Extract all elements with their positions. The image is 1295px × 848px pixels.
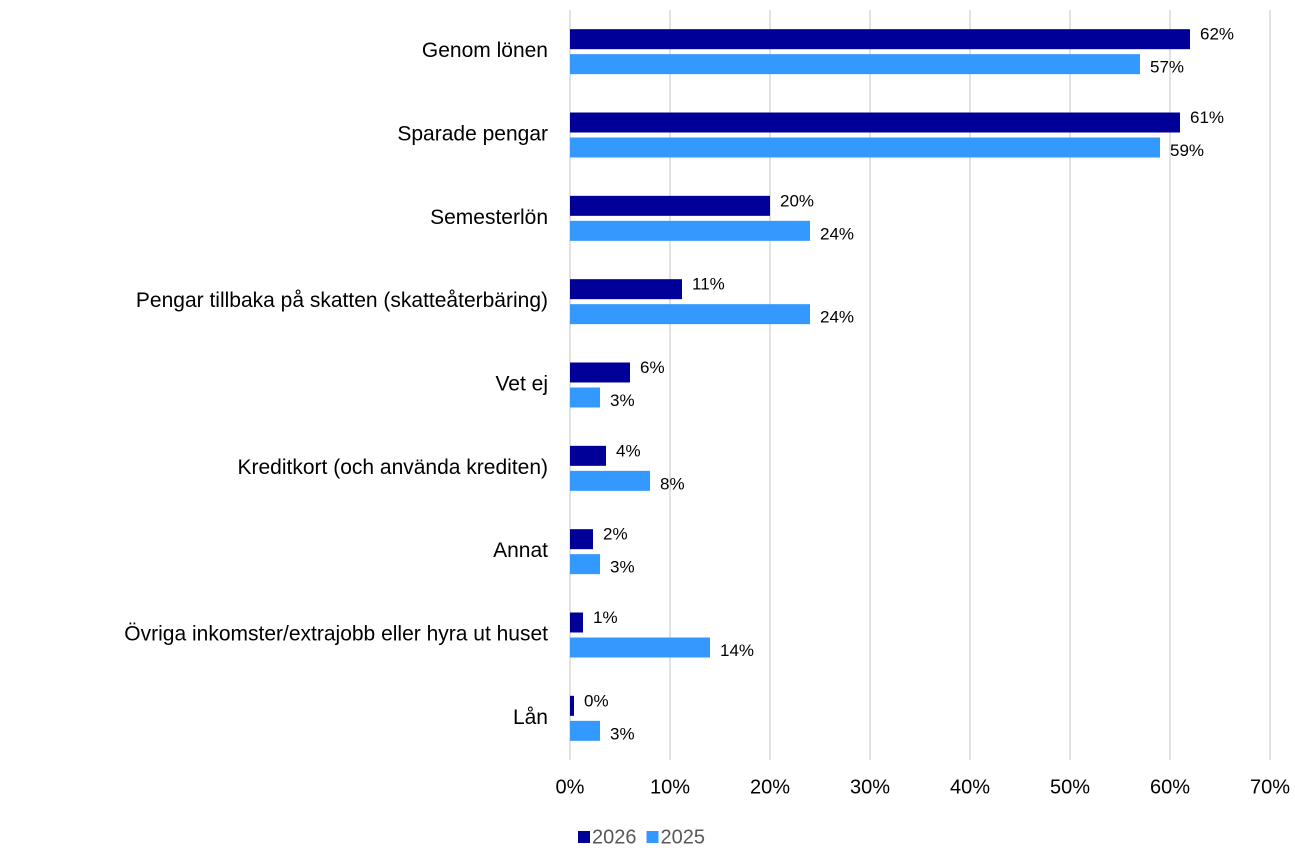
category-label: Annat xyxy=(493,539,548,562)
data-label: 6% xyxy=(640,358,665,377)
bar xyxy=(570,695,574,716)
x-tick-label: 20% xyxy=(750,776,790,798)
bar xyxy=(570,304,810,325)
legend-label: 2025 xyxy=(661,826,706,848)
legend-swatch xyxy=(646,831,659,843)
legend-label: 2026 xyxy=(592,826,637,848)
category-label: Semesterlön xyxy=(430,206,548,229)
data-label: 0% xyxy=(584,691,609,710)
category-label: Vet ej xyxy=(495,373,548,396)
bar xyxy=(570,637,710,658)
data-label: 4% xyxy=(616,441,641,460)
category-label: Genom lönen xyxy=(422,39,548,62)
data-label: 57% xyxy=(1150,58,1184,77)
data-label: 14% xyxy=(720,641,754,660)
bar xyxy=(570,220,810,241)
data-label: 20% xyxy=(780,191,814,210)
x-tick-label: 50% xyxy=(1050,776,1090,798)
bar xyxy=(570,29,1190,50)
data-label: 24% xyxy=(820,308,854,327)
data-label: 8% xyxy=(660,474,685,493)
bar xyxy=(570,54,1140,75)
bar xyxy=(570,529,593,550)
category-label: Sparade pengar xyxy=(397,123,548,146)
bar xyxy=(570,612,583,633)
bar xyxy=(570,387,600,408)
data-label: 61% xyxy=(1190,108,1224,127)
data-label: 3% xyxy=(610,724,635,743)
data-label: 3% xyxy=(610,391,635,410)
x-tick-label: 70% xyxy=(1250,776,1290,798)
bar xyxy=(570,279,682,300)
x-tick-label: 0% xyxy=(556,776,585,798)
data-label: 62% xyxy=(1200,25,1234,44)
bar xyxy=(570,112,1180,133)
bar xyxy=(570,362,630,383)
data-label: 11% xyxy=(692,275,725,294)
x-tick-label: 10% xyxy=(650,776,690,798)
x-tick-label: 30% xyxy=(850,776,890,798)
category-label: Lån xyxy=(513,706,548,729)
category-label: Kreditkort (och använda krediten) xyxy=(238,456,549,479)
category-label: Pengar tillbaka på skatten (skatteåterbä… xyxy=(136,289,548,312)
bar xyxy=(570,470,650,491)
data-label: 3% xyxy=(610,558,635,577)
data-label: 1% xyxy=(593,608,618,627)
bar xyxy=(570,445,606,466)
category-label: Övriga inkomster/extrajobb eller hyra ut… xyxy=(124,623,548,646)
legend-swatch xyxy=(578,831,590,843)
data-label: 24% xyxy=(820,224,854,243)
x-tick-label: 60% xyxy=(1150,776,1190,798)
bar xyxy=(570,554,600,575)
bar xyxy=(570,137,1160,158)
x-tick-label: 40% xyxy=(950,776,990,798)
data-label: 59% xyxy=(1170,141,1204,160)
bar xyxy=(570,195,770,216)
bar xyxy=(570,720,600,741)
data-label: 2% xyxy=(603,525,628,544)
